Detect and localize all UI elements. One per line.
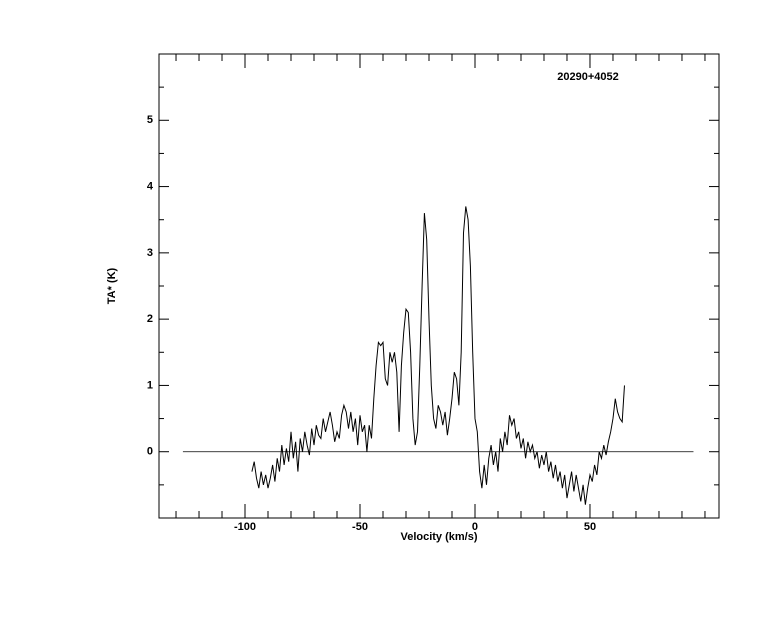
- x-axis-label: Velocity (km/s): [400, 531, 477, 543]
- x-tick-label: 0: [472, 521, 478, 533]
- x-tick-label: 50: [584, 521, 596, 533]
- spectrum-line: [251, 206, 625, 505]
- chart-title: 20290+4052: [557, 71, 618, 83]
- y-tick-label: 5: [147, 114, 153, 126]
- y-tick-label: 2: [147, 313, 153, 325]
- y-tick-label: 3: [147, 247, 153, 259]
- x-tick-label: -50: [352, 521, 368, 533]
- y-tick-label: 1: [147, 379, 153, 391]
- x-tick-label: -100: [234, 521, 256, 533]
- y-tick-label: 4: [147, 180, 154, 192]
- y-tick-label: 0: [147, 446, 153, 458]
- y-axis-label: TA* (K): [106, 267, 118, 304]
